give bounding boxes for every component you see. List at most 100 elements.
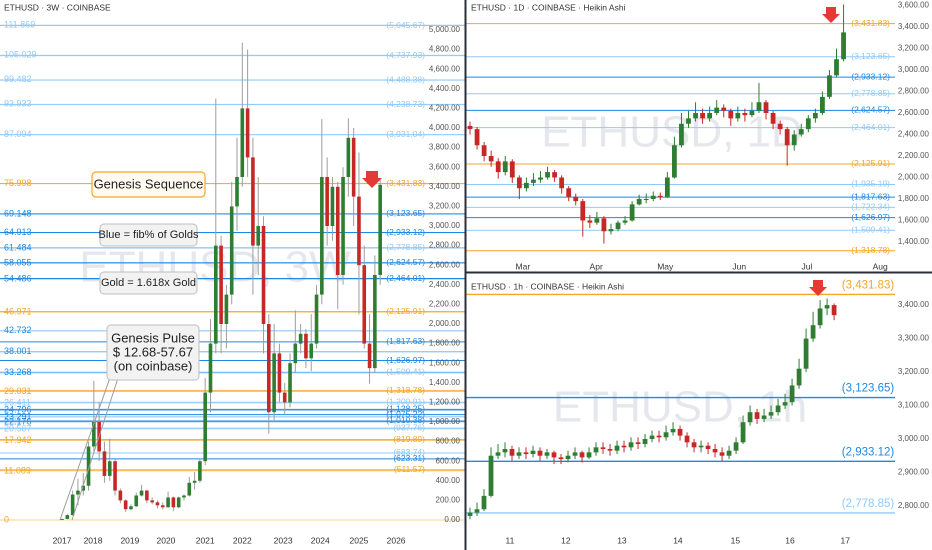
candle-body bbox=[155, 502, 160, 506]
candle-body bbox=[600, 447, 606, 450]
candle-body bbox=[65, 515, 70, 519]
level-label: (683.74) bbox=[393, 447, 425, 457]
level-label: (819.89) bbox=[393, 434, 425, 444]
candle-body bbox=[607, 449, 613, 451]
level-label: (1,075.22) bbox=[386, 409, 425, 419]
level-label-left: 20.567 bbox=[4, 423, 32, 433]
level-label-left: 69.148 bbox=[4, 208, 32, 218]
candle-body bbox=[298, 333, 303, 344]
level-label: (3,431.83) bbox=[842, 279, 895, 291]
candle-body bbox=[203, 392, 207, 462]
candle-body bbox=[235, 176, 239, 207]
level-label-left: 46.971 bbox=[4, 307, 32, 317]
y-tick-label: 3,600.00 bbox=[429, 162, 461, 171]
candle-body bbox=[552, 172, 557, 178]
callout-box bbox=[99, 271, 198, 295]
y-tick-label: 3,000.00 bbox=[898, 65, 930, 74]
candle-body bbox=[272, 353, 276, 413]
candle-body bbox=[467, 125, 473, 130]
candle-body bbox=[267, 323, 271, 413]
candle-body bbox=[831, 305, 837, 316]
candle-body bbox=[817, 308, 823, 326]
candle-body bbox=[820, 96, 825, 113]
y-tick-label: 400.00 bbox=[436, 476, 461, 485]
level-label: (4,238.73) bbox=[386, 99, 425, 109]
y-tick-label: 0.00 bbox=[444, 515, 460, 524]
callout-box bbox=[91, 171, 206, 198]
candle-body bbox=[733, 442, 739, 451]
x-tick-label: 12 bbox=[561, 535, 571, 545]
candle-body bbox=[770, 112, 776, 124]
candle-body bbox=[615, 222, 621, 230]
candle-body bbox=[664, 177, 670, 197]
y-tick-label: 2,200.00 bbox=[429, 300, 461, 309]
candle-body bbox=[559, 177, 565, 189]
candle-body bbox=[60, 518, 64, 520]
y-tick-label: 5,000.00 bbox=[429, 25, 461, 34]
candle-body bbox=[309, 343, 314, 359]
level-label: (1,318.78) bbox=[851, 245, 890, 255]
candle-body bbox=[113, 461, 117, 491]
candle-body bbox=[726, 450, 732, 456]
y-tick-label: 3,100.00 bbox=[898, 401, 930, 410]
candle-body bbox=[123, 500, 128, 510]
candle-body bbox=[224, 294, 229, 324]
level-label-left: 17.942 bbox=[4, 435, 32, 445]
level-label: (2,464.01) bbox=[386, 273, 425, 283]
candle-body bbox=[803, 338, 809, 369]
x-tick-label: 2024 bbox=[311, 535, 330, 545]
watermark: ETHUSD, 1D bbox=[541, 108, 803, 157]
candle-body bbox=[488, 155, 494, 162]
level-label: (1,817.63) bbox=[386, 336, 425, 346]
candle-body bbox=[691, 442, 697, 448]
candle-body bbox=[176, 497, 181, 508]
candle-body bbox=[150, 500, 154, 503]
callout-pointer bbox=[71, 377, 119, 521]
level-label-left: 22.176 bbox=[4, 416, 32, 426]
y-tick-label: 3,200.00 bbox=[898, 367, 930, 376]
candle-body bbox=[182, 495, 186, 498]
candle-body bbox=[672, 145, 677, 178]
y-tick-label: 2,900.00 bbox=[898, 468, 930, 477]
candle-body bbox=[586, 452, 592, 458]
y-tick-label: 800.00 bbox=[436, 437, 461, 446]
level-label-left: 99.482 bbox=[4, 74, 32, 84]
candle-body bbox=[763, 102, 769, 113]
y-tick-label: 600.00 bbox=[436, 456, 461, 465]
y-tick-label: 2,200.00 bbox=[898, 151, 930, 160]
level-label-left: 105.029 bbox=[4, 50, 37, 60]
level-label: (1,817.63) bbox=[851, 191, 890, 201]
annotations: Genesis Sequence Blue = fib% of Golds Go… bbox=[59, 171, 206, 521]
x-tick-label: 14 bbox=[673, 535, 683, 545]
candle-body bbox=[481, 495, 487, 510]
y-tick-label: 2,000.00 bbox=[429, 319, 461, 328]
level-label: (3,431.83) bbox=[386, 178, 425, 188]
candle-body bbox=[160, 505, 165, 508]
level-label: (3,123.65) bbox=[851, 51, 890, 61]
level-label: (2,778.85) bbox=[842, 498, 895, 510]
y-tick-label: 1,000.00 bbox=[429, 417, 461, 426]
candle-body bbox=[495, 161, 501, 173]
candle-body bbox=[304, 333, 308, 359]
y-tick-label: 4,600.00 bbox=[429, 64, 461, 73]
candle-body bbox=[330, 186, 335, 226]
candle-body bbox=[643, 198, 649, 200]
candle-body bbox=[107, 461, 112, 476]
candle-body bbox=[118, 490, 123, 501]
callout-text: Genesis Pulse bbox=[111, 330, 195, 345]
candle-body bbox=[320, 176, 324, 295]
y-tick-label: 4,000.00 bbox=[429, 123, 461, 132]
candle-body bbox=[712, 449, 718, 453]
level-label: (2,778.85) bbox=[386, 242, 425, 252]
x-tick-label: 17 bbox=[841, 535, 851, 545]
candle-body bbox=[129, 506, 133, 510]
candle-body bbox=[213, 245, 218, 344]
candle-body bbox=[707, 112, 713, 119]
level-label: (3,931.04) bbox=[386, 129, 425, 139]
candle-body bbox=[670, 428, 676, 433]
candle-body bbox=[827, 75, 832, 97]
candle-body bbox=[657, 195, 663, 197]
candle-body bbox=[531, 179, 536, 183]
level-label-left: 0 bbox=[4, 514, 9, 524]
